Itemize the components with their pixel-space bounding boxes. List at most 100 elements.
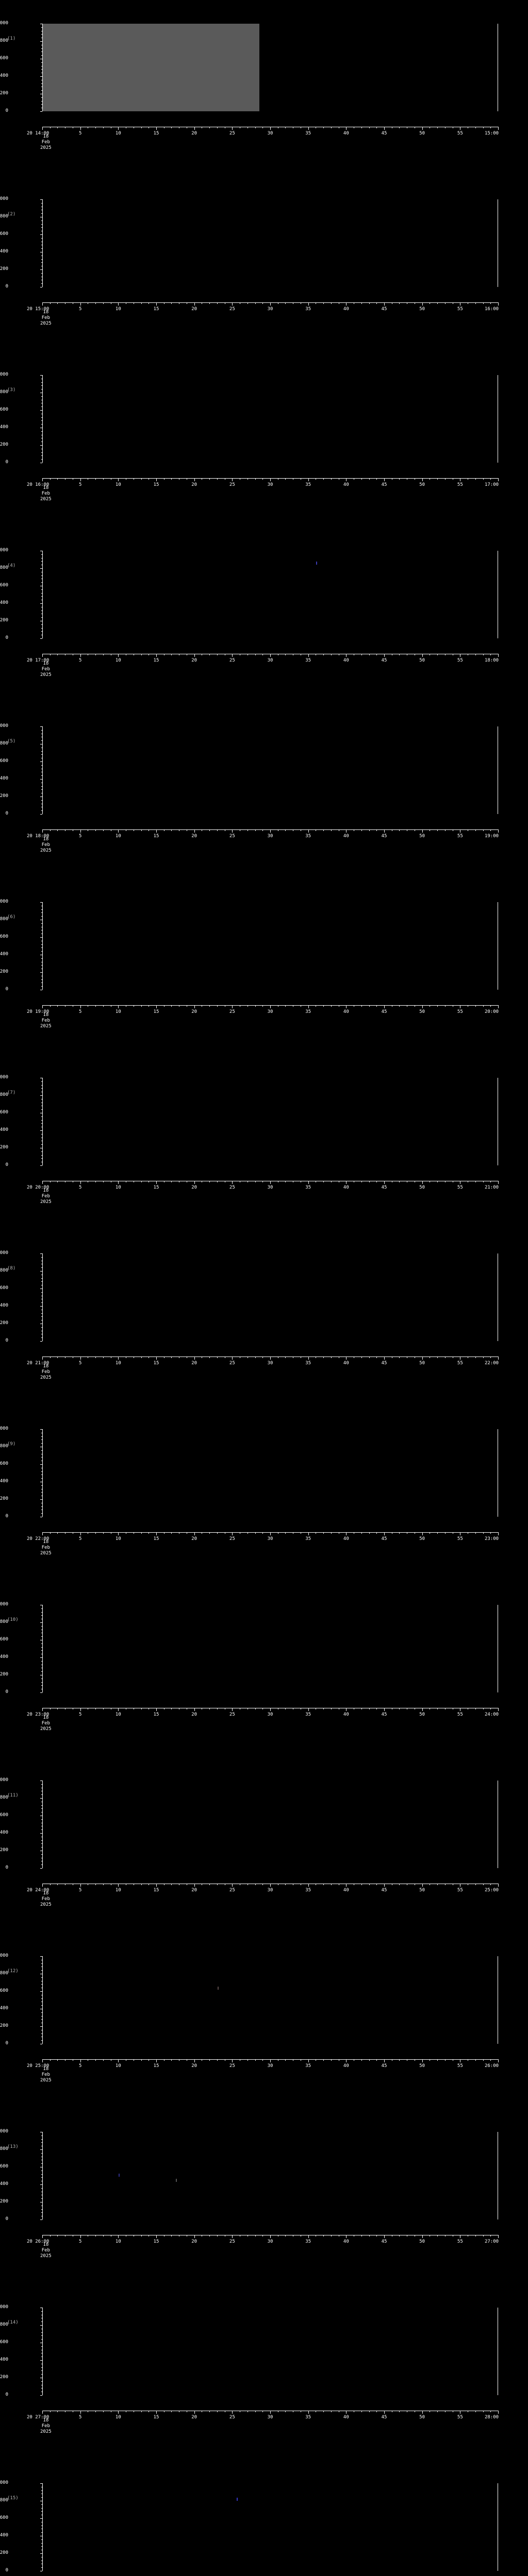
x-minor-tick — [399, 127, 400, 128]
x-axis-end-label: 23:00 — [485, 1536, 499, 1541]
y-tick-mark — [40, 1991, 42, 1992]
x-tick-label: 50 — [419, 1185, 425, 1190]
spectrogram-panel: (12)Frequency (Hz)0200400600800100051015… — [0, 1933, 528, 2108]
x-major-tick — [308, 829, 309, 833]
x-minor-tick — [171, 2059, 172, 2061]
y-tick-mark — [40, 1956, 42, 1957]
x-tick-label: 20 — [191, 1888, 197, 1893]
x-minor-tick — [399, 1357, 400, 1358]
spectrogram-data — [43, 2132, 498, 2219]
x-tick-label: 45 — [381, 1185, 387, 1190]
x-minor-tick — [262, 478, 263, 480]
x-minor-tick — [399, 1708, 400, 1709]
x-tick-label: 35 — [305, 307, 311, 312]
x-tick-label: 5 — [78, 1888, 82, 1893]
x-minor-tick — [285, 127, 286, 128]
plot-area — [42, 2483, 498, 2571]
plot-area — [42, 1253, 498, 1341]
y-minor-tick-mark — [41, 382, 42, 383]
x-major-tick — [156, 1532, 157, 1535]
x-tick-label: 45 — [381, 1536, 387, 1541]
x-minor-tick — [285, 2235, 286, 2236]
y-minor-tick-mark — [41, 944, 42, 945]
x-tick-label: 5 — [78, 2239, 82, 2244]
y-minor-tick-mark — [41, 789, 42, 790]
y-tick-label: 200 — [0, 1848, 8, 1853]
x-major-tick — [498, 2411, 499, 2414]
y-tick-label: 400 — [0, 2006, 8, 2011]
x-major-tick — [156, 302, 157, 306]
x-major-tick — [422, 1005, 423, 1008]
y-tick-label: 600 — [0, 1812, 8, 1818]
x-minor-tick — [255, 829, 256, 831]
x-minor-tick — [323, 1884, 324, 1885]
x-minor-tick — [444, 302, 446, 304]
y-tick-label: 600 — [0, 1637, 8, 1642]
x-minor-tick — [361, 654, 362, 655]
y-tick-mark — [40, 1499, 42, 1500]
x-minor-tick — [437, 127, 438, 128]
y-tick-label: 0 — [5, 1514, 8, 1519]
x-major-tick — [422, 2411, 423, 2414]
x-tick-label: 50 — [419, 1536, 425, 1541]
y-minor-tick-mark — [41, 1088, 42, 1089]
x-major-tick — [422, 302, 423, 306]
x-minor-tick — [95, 478, 96, 480]
plot-area — [42, 2308, 498, 2395]
x-tick-label: 25 — [229, 1009, 235, 1014]
x-major-tick — [384, 2411, 385, 2414]
y-tick-mark — [40, 638, 42, 639]
x-major-tick — [384, 127, 385, 130]
x-minor-tick — [399, 1532, 400, 1534]
x-axis-end-label: 18:00 — [485, 658, 499, 663]
x-minor-tick — [437, 654, 438, 655]
x-minor-tick — [103, 2411, 104, 2412]
spectrogram-panel: (14)Frequency (Hz)0200400600800100051015… — [0, 2284, 528, 2460]
x-minor-tick — [490, 1532, 491, 1534]
y-tick-label: 800 — [0, 38, 8, 43]
y-tick-label: 600 — [0, 2340, 8, 2345]
x-tick-label: 20 — [191, 2063, 197, 2069]
x-minor-tick — [369, 829, 370, 831]
y-minor-tick-mark — [41, 2212, 42, 2213]
x-minor-tick — [141, 1357, 142, 1358]
x-tick-label: 20 — [191, 2239, 197, 2244]
x-minor-tick — [262, 654, 263, 655]
x-minor-tick — [361, 1884, 362, 1885]
x-major-tick — [42, 829, 43, 833]
x-axis-start-label: 20 27:00 — [27, 2415, 50, 2420]
y-minor-tick-mark — [41, 1155, 42, 1156]
y-tick-label: 1000 — [0, 899, 8, 904]
x-minor-tick — [209, 302, 210, 304]
y-minor-tick-mark — [41, 2174, 42, 2175]
y-minor-tick-mark — [41, 1278, 42, 1279]
x-axis-end-label: 20:00 — [485, 1009, 499, 1014]
y-tick-mark — [40, 2026, 42, 2027]
x-major-tick — [232, 1005, 233, 1008]
x-minor-tick — [57, 1181, 58, 1182]
x-major-tick — [80, 1181, 81, 1184]
x-minor-tick — [483, 2235, 484, 2236]
y-tick-label: 1000 — [0, 548, 8, 553]
x-minor-tick — [376, 1005, 377, 1007]
x-minor-tick — [209, 2235, 210, 2236]
x-minor-tick — [50, 1005, 51, 1007]
y-tick-mark — [40, 972, 42, 973]
y-tick-label: 1000 — [0, 372, 8, 377]
y-minor-tick-mark — [41, 1805, 42, 1806]
x-tick-label: 15 — [153, 482, 159, 487]
x-major-tick — [422, 127, 423, 130]
y-minor-tick-mark — [41, 2019, 42, 2020]
spectrogram-data — [43, 199, 498, 287]
y-tick-label: 200 — [0, 1496, 8, 1501]
x-minor-tick — [331, 1708, 332, 1709]
x-tick-label: 45 — [381, 658, 387, 663]
y-tick-label: 200 — [0, 91, 8, 96]
x-minor-tick — [475, 478, 476, 480]
y-minor-tick-mark — [41, 248, 42, 249]
x-major-tick — [118, 1708, 119, 1711]
x-minor-tick — [95, 1708, 96, 1709]
y-minor-tick-mark — [41, 2198, 42, 2199]
y-minor-tick-mark — [41, 2567, 42, 2568]
x-major-tick — [232, 2059, 233, 2062]
